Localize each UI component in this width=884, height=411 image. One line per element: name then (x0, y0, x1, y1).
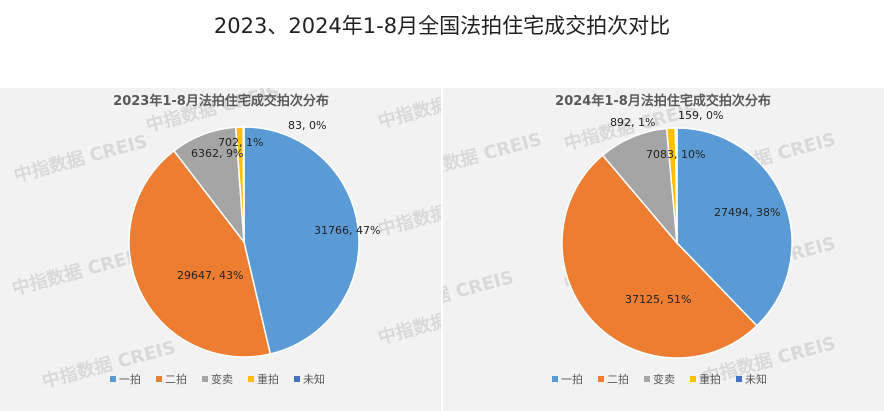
legend-label-重拍: 重拍 (699, 372, 721, 386)
pie-slice-一拍 (676, 127, 793, 327)
watermark: 中指数据 CREIS (376, 88, 442, 133)
legend-swatch-变卖 (202, 376, 208, 382)
data-label-重拍: 892, 1% (610, 116, 655, 129)
data-label-一拍: 27494, 38% (714, 206, 780, 219)
pie-slice-未知 (674, 127, 678, 244)
pie-chart-2023: 中指数据 CREIS 中指数据 CREIS 中指数据 CREIS 中指数据 CREIS… (10, 88, 442, 393)
legend-swatch-未知 (294, 376, 300, 382)
legend-label-变卖: 变卖 (653, 372, 675, 386)
watermark: 中指数据 CREIS (376, 184, 442, 241)
panel-divider (441, 88, 443, 411)
pie-slice-一拍 (243, 126, 360, 355)
legend-label-变卖: 变卖 (211, 372, 233, 386)
legend-swatch-一拍 (552, 376, 558, 382)
data-label-变卖: 7083, 10% (646, 148, 705, 161)
watermark: 中指数据 CREIS (10, 243, 148, 300)
page-title: 2023、2024年1-8月全国法拍住宅成交拍次对比 (213, 14, 671, 38)
legend-swatch-一拍 (110, 376, 116, 382)
legend-label-未知: 未知 (303, 372, 325, 386)
watermark: 中指数据 CREIS (40, 336, 178, 393)
legend-label-重拍: 重拍 (257, 372, 279, 386)
chart-title: 2023年1-8月法拍住宅成交拍次分布 (113, 93, 329, 109)
watermark: 中指数据 CREIS (376, 292, 442, 349)
watermark: 中指数据 CREIS (442, 266, 516, 323)
legend-swatch-未知 (736, 376, 742, 382)
legend-swatch-变卖 (644, 376, 650, 382)
legend-label-二拍: 二拍 (165, 372, 187, 386)
pie-slice-二拍 (561, 154, 758, 359)
data-label-重拍: 702, 1% (218, 136, 263, 149)
chart-panel-2023: 中指数据 CREIS 中指数据 CREIS 中指数据 CREIS 中指数据 CREIS… (0, 88, 442, 411)
watermark: 中指数据 CREIS (12, 130, 150, 187)
legend-swatch-重拍 (248, 376, 254, 382)
data-label-未知: 159, 0% (678, 109, 723, 122)
chart-panel-2024: 中指数据 CREIS 中指数据 CREIS 中指数据 CREIS 中指数据 CREIS… (442, 88, 884, 411)
data-label-未知: 83, 0% (288, 119, 326, 132)
pie-slice-二拍 (128, 149, 272, 358)
legend-label-一拍: 一拍 (561, 372, 583, 386)
pie-slice-未知 (242, 126, 245, 243)
data-label-一拍: 31766, 47% (314, 224, 380, 237)
legend-swatch-重拍 (690, 376, 696, 382)
data-label-变卖: 6362, 9% (191, 147, 243, 160)
legend-swatch-二拍 (156, 376, 162, 382)
legend-swatch-二拍 (598, 376, 604, 382)
chart-title: 2024年1-8月法拍住宅成交拍次分布 (555, 93, 771, 109)
watermark: 中指数据 CREIS (442, 128, 544, 185)
data-label-二拍: 37125, 51% (625, 293, 691, 306)
data-label-二拍: 29647, 43% (177, 269, 243, 282)
legend-label-一拍: 一拍 (119, 372, 141, 386)
legend-label-二拍: 二拍 (607, 372, 629, 386)
legend-label-未知: 未知 (745, 372, 767, 386)
